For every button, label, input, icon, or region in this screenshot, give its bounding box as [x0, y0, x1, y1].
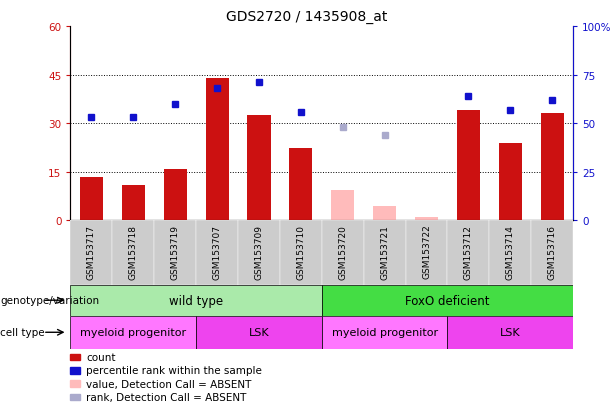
Text: count: count: [86, 352, 116, 362]
Bar: [205, 78, 229, 221]
FancyBboxPatch shape: [280, 221, 322, 285]
FancyBboxPatch shape: [364, 221, 406, 285]
FancyBboxPatch shape: [322, 285, 573, 316]
Text: myeloid progenitor: myeloid progenitor: [332, 328, 438, 337]
Text: percentile rank within the sample: percentile rank within the sample: [86, 366, 262, 375]
FancyBboxPatch shape: [70, 285, 322, 316]
Text: GSM153716: GSM153716: [547, 224, 557, 279]
FancyBboxPatch shape: [112, 221, 154, 285]
FancyBboxPatch shape: [154, 221, 196, 285]
Text: GSM153721: GSM153721: [380, 224, 389, 279]
FancyBboxPatch shape: [322, 316, 447, 349]
Text: GSM153710: GSM153710: [296, 224, 305, 279]
FancyBboxPatch shape: [489, 221, 531, 285]
FancyBboxPatch shape: [70, 316, 196, 349]
Bar: [415, 218, 438, 221]
Text: LSK: LSK: [500, 328, 520, 337]
Text: GSM153720: GSM153720: [338, 224, 348, 279]
Text: rank, Detection Call = ABSENT: rank, Detection Call = ABSENT: [86, 392, 247, 402]
Text: LSK: LSK: [249, 328, 269, 337]
Bar: [331, 190, 354, 221]
Bar: [164, 169, 187, 221]
Text: GSM153722: GSM153722: [422, 224, 431, 279]
FancyBboxPatch shape: [196, 221, 238, 285]
FancyBboxPatch shape: [447, 316, 573, 349]
FancyBboxPatch shape: [196, 316, 322, 349]
FancyBboxPatch shape: [406, 221, 447, 285]
Bar: [248, 116, 270, 221]
FancyBboxPatch shape: [70, 221, 112, 285]
Bar: [541, 114, 564, 221]
Text: GSM153709: GSM153709: [254, 224, 264, 279]
FancyBboxPatch shape: [322, 221, 364, 285]
FancyBboxPatch shape: [531, 221, 573, 285]
Text: GSM153714: GSM153714: [506, 224, 515, 279]
Text: myeloid progenitor: myeloid progenitor: [80, 328, 186, 337]
Text: GSM153718: GSM153718: [129, 224, 138, 279]
Bar: [289, 148, 313, 221]
Text: GSM153712: GSM153712: [464, 224, 473, 279]
Bar: [80, 177, 103, 221]
Text: GDS2720 / 1435908_at: GDS2720 / 1435908_at: [226, 10, 387, 24]
Bar: [457, 111, 480, 221]
Text: FoxO deficient: FoxO deficient: [405, 294, 490, 307]
Bar: [122, 185, 145, 221]
Text: genotype/variation: genotype/variation: [0, 295, 99, 306]
Text: GSM153717: GSM153717: [87, 224, 96, 279]
FancyBboxPatch shape: [238, 221, 280, 285]
FancyBboxPatch shape: [447, 221, 489, 285]
Text: cell type: cell type: [0, 328, 45, 337]
Bar: [373, 206, 396, 221]
Text: value, Detection Call = ABSENT: value, Detection Call = ABSENT: [86, 379, 252, 389]
Text: GSM153707: GSM153707: [213, 224, 222, 279]
Text: GSM153719: GSM153719: [170, 224, 180, 279]
Text: wild type: wild type: [169, 294, 223, 307]
Bar: [499, 143, 522, 221]
